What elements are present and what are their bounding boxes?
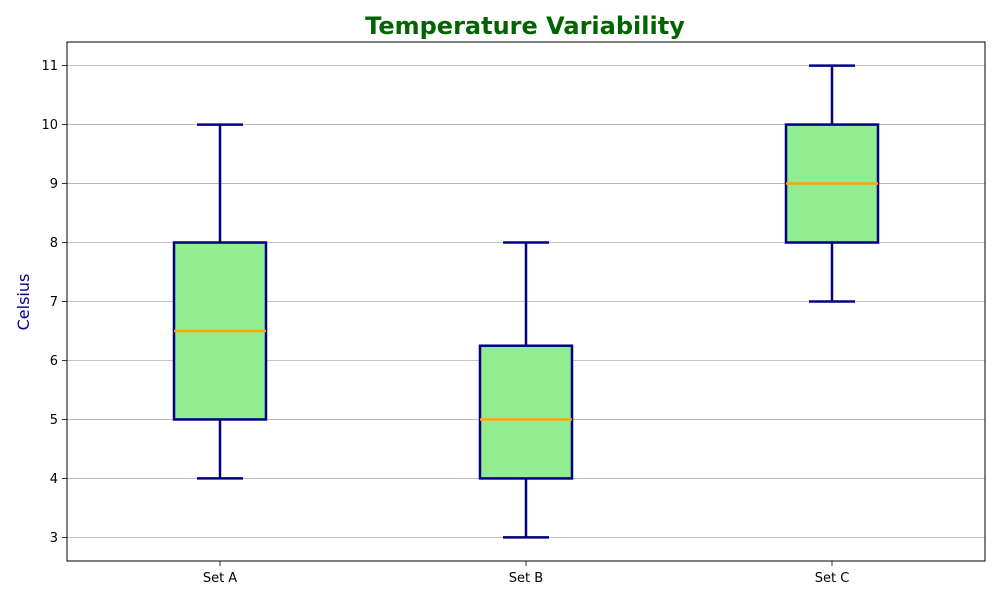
x-tick-label: Set B [509,571,543,586]
y-tick-label: 5 [50,413,58,428]
y-tick-label: 6 [50,354,58,369]
y-tick-label: 9 [50,177,58,192]
box-group-set-c [784,64,880,303]
chart-title: Temperature Variability [365,12,685,40]
y-tick-label: 3 [50,531,58,546]
x-tick-label: Set A [203,571,237,586]
y-tick-label: 4 [50,472,58,487]
y-axis-label: Celsius [14,274,33,331]
box-group-set-b [478,241,574,539]
y-tick-label: 8 [50,236,58,251]
y-tick-label: 11 [41,59,58,74]
iqr-box [478,344,574,480]
axes-frame [66,41,986,562]
x-tick-label: Set C [815,571,850,586]
y-tick-label: 10 [41,118,58,133]
box-group-set-a [172,123,268,480]
plot-area [172,64,880,539]
axes: 3 4 5 6 7 8 9 10 11 Set A Set B Set C [41,41,986,586]
y-tick-label: 7 [50,295,58,310]
